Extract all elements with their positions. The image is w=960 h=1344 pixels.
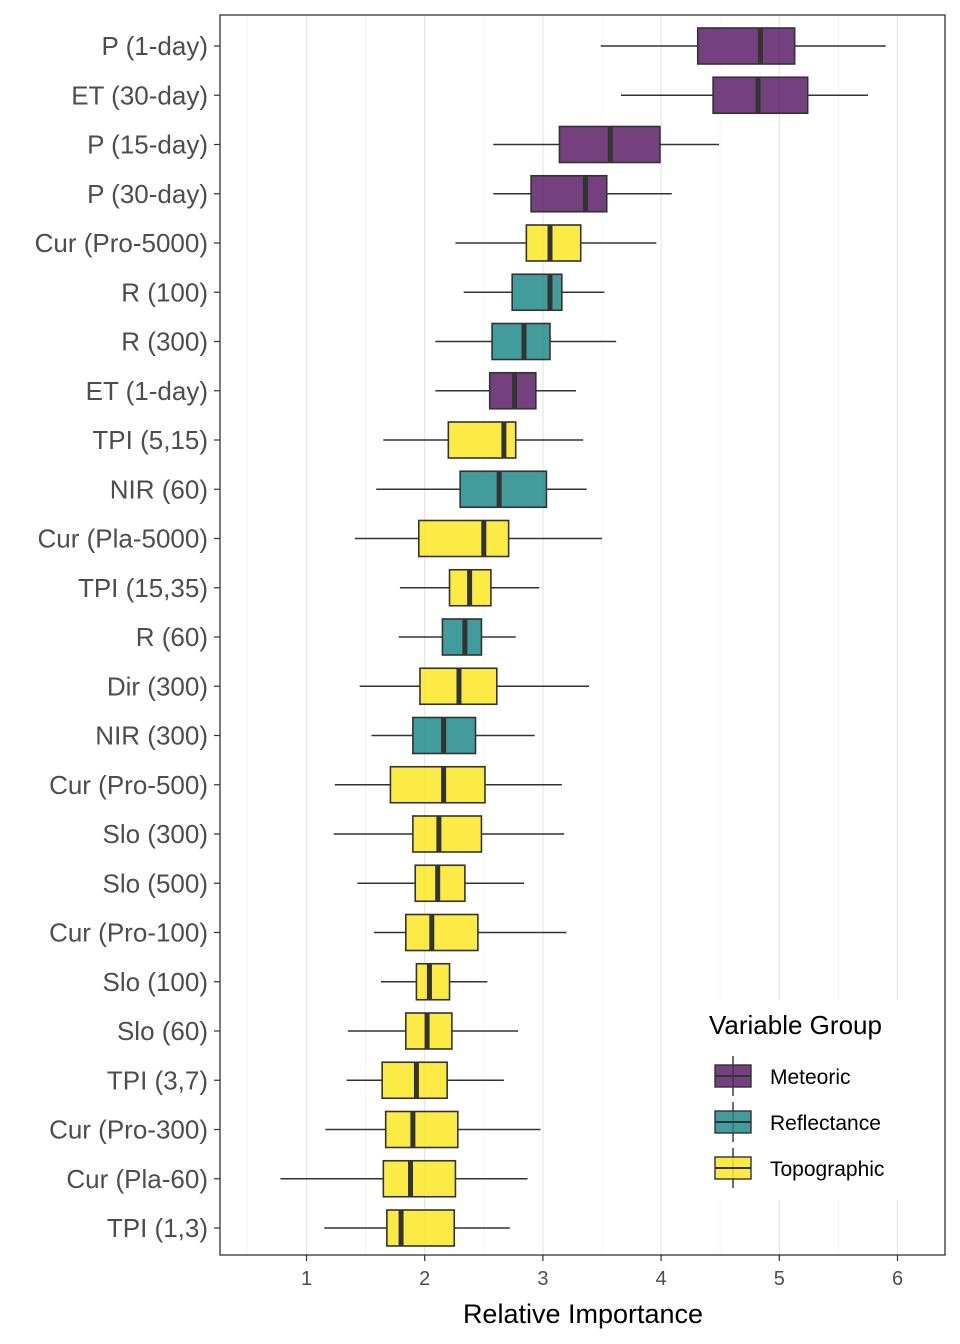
- box-iqr: [415, 962, 451, 1001]
- legend-item-meteoric: Meteoric: [714, 1056, 851, 1096]
- x-axis-ticks: 1 2 3 4 5 6: [301, 1255, 903, 1290]
- y-tick-label: Slo (300): [103, 819, 209, 849]
- box-Cur (Pro-5000): [455, 224, 657, 262]
- y-tick-label: R (60): [136, 622, 208, 652]
- box-Cur (Pla-5000): [354, 519, 602, 558]
- box-Dir (300): [359, 667, 589, 706]
- y-tick-label: P (30-day): [87, 179, 208, 209]
- plot-panel-border: [219, 14, 946, 1256]
- box-R (60): [398, 618, 516, 656]
- box-NIR (60): [376, 470, 587, 509]
- box-Slo (300): [333, 815, 565, 853]
- y-tick-label: TPI (3,7): [107, 1065, 208, 1095]
- x-tick-label: 5: [774, 1268, 785, 1290]
- y-tick-label: Slo (500): [103, 868, 209, 898]
- box-NIR (300): [371, 716, 535, 755]
- box-Cur (Pro-300): [325, 1110, 541, 1149]
- legend-label: Reflectance: [770, 1112, 881, 1135]
- legend-item-reflectance: Reflectance: [714, 1102, 881, 1142]
- box-iqr: [382, 1159, 457, 1198]
- box-iqr: [525, 224, 582, 262]
- y-tick-label: R (100): [121, 277, 208, 307]
- box-iqr: [389, 765, 486, 804]
- box-TPI (15,35): [399, 568, 540, 607]
- y-tick-label: Cur (Pro-300): [49, 1115, 208, 1145]
- y-tick-label: Slo (100): [103, 967, 209, 997]
- box-iqr: [459, 470, 548, 509]
- x-axis-title: Relative Importance: [463, 1299, 703, 1329]
- y-tick-label: TPI (5,15): [92, 425, 208, 455]
- box-TPI (1,3): [324, 1209, 510, 1247]
- x-tick-label: 6: [892, 1268, 903, 1290]
- x-tick-label: 1: [301, 1268, 312, 1290]
- box-R (100): [463, 273, 605, 312]
- y-tick-label: Cur (Pro-500): [49, 770, 208, 800]
- box-Cur (Pro-100): [373, 913, 567, 952]
- y-tick-label: TPI (1,3): [107, 1213, 208, 1243]
- box-Cur (Pro-500): [334, 765, 562, 804]
- x-tick-label: 3: [537, 1268, 548, 1290]
- box-ET (1-day): [435, 371, 576, 410]
- y-tick-label: TPI (15,35): [78, 573, 208, 603]
- y-tick-label: Dir (300): [107, 671, 208, 701]
- x-tick-label: 2: [419, 1268, 430, 1290]
- y-tick-label: NIR (60): [110, 474, 208, 504]
- box-iqr: [386, 1209, 456, 1247]
- y-tick-label: R (300): [121, 327, 208, 357]
- y-tick-label: ET (1-day): [86, 376, 208, 406]
- x-tick-label: 4: [656, 1268, 667, 1290]
- y-tick-label: Cur (Pla-60): [66, 1164, 208, 1194]
- box-Slo (60): [347, 1012, 519, 1050]
- box-P (1-day): [600, 27, 886, 65]
- box-iqr: [530, 174, 608, 213]
- legend-title: Variable Group: [709, 1010, 882, 1040]
- y-tick-label: ET (30-day): [71, 80, 208, 110]
- legend-label: Topographic: [770, 1158, 884, 1181]
- box-iqr: [404, 913, 479, 952]
- box-ET (30-day): [620, 76, 868, 115]
- box-iqr: [511, 273, 563, 312]
- box-iqr: [384, 1110, 459, 1149]
- y-tick-label: P (15-day): [87, 130, 208, 160]
- legend-item-topographic: Topographic: [714, 1148, 884, 1188]
- box-iqr: [441, 618, 483, 656]
- y-axis-labels: P (1-day) ET (30-day) P (15-day) P (30-day)…: [35, 31, 220, 1243]
- y-tick-label: Slo (60): [117, 1016, 208, 1046]
- legend-items: Meteoric Reflectance Topographic: [714, 1056, 884, 1188]
- y-tick-label: Cur (Pro-100): [49, 918, 208, 948]
- box-iqr: [491, 322, 551, 361]
- y-tick-label: P (1-day): [102, 31, 208, 61]
- box-Cur (Pla-60): [280, 1159, 528, 1198]
- box-series: [280, 27, 886, 1247]
- box-Slo (100): [380, 962, 488, 1001]
- box-P (30-day): [493, 174, 672, 213]
- box-R (300): [435, 322, 617, 361]
- y-tick-label: Cur (Pro-5000): [35, 228, 208, 258]
- box-TPI (3,7): [346, 1061, 504, 1100]
- legend-label: Meteoric: [770, 1066, 851, 1089]
- box-P (15-day): [493, 125, 720, 164]
- box-iqr: [417, 519, 510, 558]
- box-Slo (500): [357, 864, 524, 903]
- y-tick-label: NIR (300): [95, 721, 208, 751]
- box-TPI (5,15): [383, 421, 584, 459]
- legend: Variable Group Meteoric Reflectance Topogr…: [696, 1000, 926, 1200]
- y-tick-label: Cur (Pla-5000): [37, 524, 208, 554]
- box-iqr: [412, 815, 483, 853]
- box-iqr: [696, 27, 796, 65]
